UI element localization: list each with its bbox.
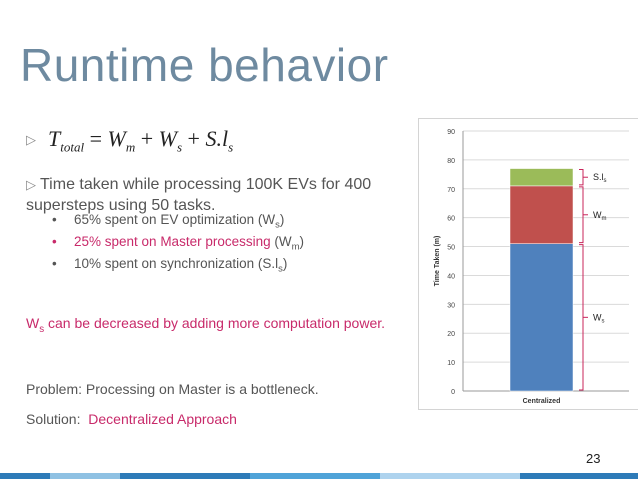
triangle-bullet-icon: ▷ [26, 133, 36, 149]
list-item: • 25% spent on Master processing (Wm) [52, 234, 304, 253]
y-tick-label: 70 [447, 187, 455, 194]
x-tick-label: Centralized [523, 398, 561, 405]
formula-row: ▷ Ttotal = Wm + Ws + S.ls [26, 126, 233, 155]
bracket [579, 169, 584, 186]
y-tick-label: 50 [447, 245, 455, 252]
y-tick-label: 40 [447, 273, 455, 280]
problem-text: Problem: Processing on Master is a bottl… [26, 381, 319, 397]
bar-segment-sls [509, 168, 574, 187]
list-item: • 10% spent on synchronization (S.ls) [52, 256, 288, 275]
bracket [579, 244, 584, 391]
bar-segment-ws [509, 243, 574, 392]
runtime-chart: 0 10 20 30 40 50 60 70 80 90 Time Taken (m) Central… [418, 118, 638, 410]
annotation-label: S.ls [593, 172, 607, 184]
y-tick-label: 0 [451, 389, 455, 396]
y-tick-label: 20 [447, 331, 455, 338]
y-tick-label: 30 [447, 302, 455, 309]
solution-value: Decentralized Approach [88, 411, 237, 427]
stacked-bar-chart: 0 10 20 30 40 50 60 70 80 90 Time Taken (m) Central… [434, 129, 629, 405]
ws-note: Ws can be decreased by adding more compu… [26, 315, 386, 335]
y-axis-label: Time Taken (m) [434, 236, 441, 287]
y-tick-label: 80 [447, 158, 455, 165]
solution-text: Solution: Decentralized Approach [26, 411, 237, 427]
annotation-label: Wm [593, 210, 607, 222]
annotation-label: Ws [593, 312, 605, 324]
bracket [579, 186, 584, 244]
bullet-list: • 65% spent on EV optimization (Ws) • 25… [52, 212, 304, 278]
footer-color-bar [0, 473, 638, 479]
y-tick-label: 10 [447, 360, 455, 367]
triangle-bullet-icon: ▷ [26, 178, 36, 193]
slide-title: Runtime behavior [20, 39, 389, 91]
y-tick-label: 90 [447, 129, 455, 136]
lead-text: ▷ Time taken while processing 100K EVs fo… [26, 176, 372, 214]
list-item: • 65% spent on EV optimization (Ws) [52, 212, 285, 231]
page-number: 23 [586, 451, 601, 466]
runtime-formula: Ttotal = Wm + Ws + S.ls [48, 126, 234, 155]
bar-segment-wm [509, 185, 574, 244]
y-tick-label: 60 [447, 216, 455, 223]
